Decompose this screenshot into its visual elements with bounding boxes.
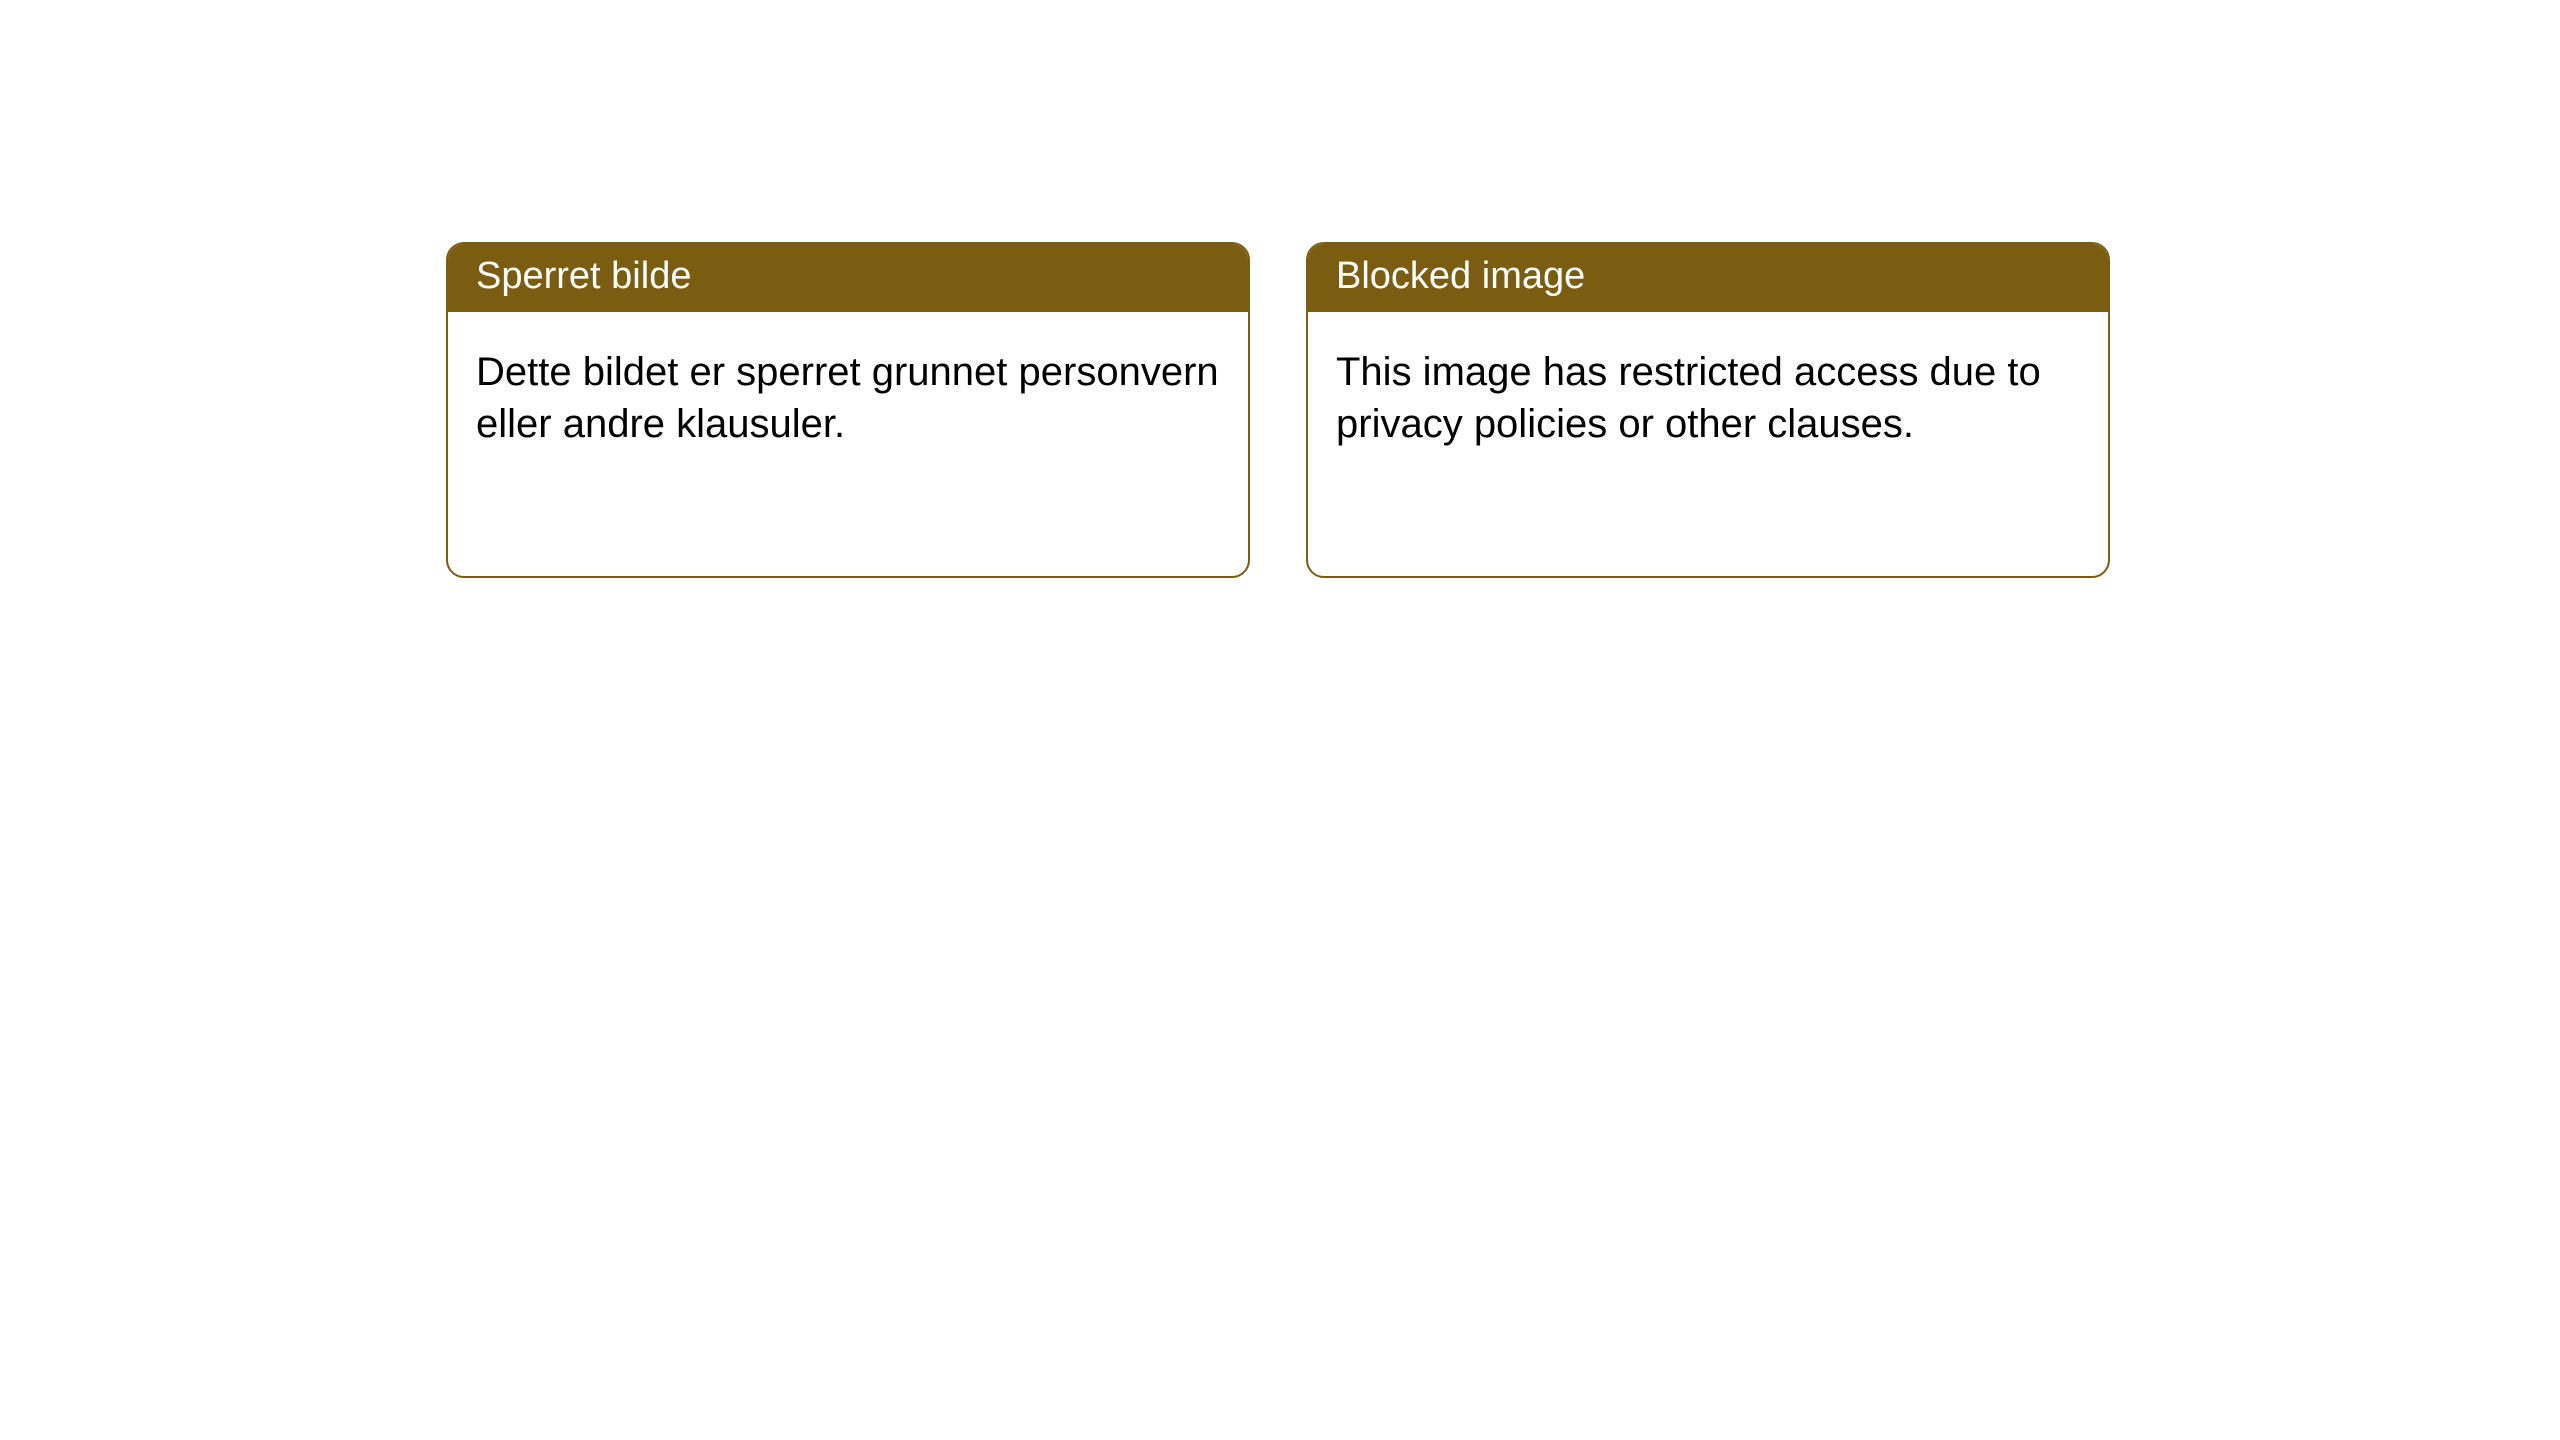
notice-header-english: Blocked image: [1308, 244, 2108, 312]
notice-card-norwegian: Sperret bilde Dette bildet er sperret gr…: [446, 242, 1250, 578]
notice-header-norwegian: Sperret bilde: [448, 244, 1248, 312]
notice-body-norwegian: Dette bildet er sperret grunnet personve…: [448, 312, 1248, 484]
notice-container: Sperret bilde Dette bildet er sperret gr…: [0, 0, 2560, 578]
notice-body-english: This image has restricted access due to …: [1308, 312, 2108, 484]
notice-card-english: Blocked image This image has restricted …: [1306, 242, 2110, 578]
